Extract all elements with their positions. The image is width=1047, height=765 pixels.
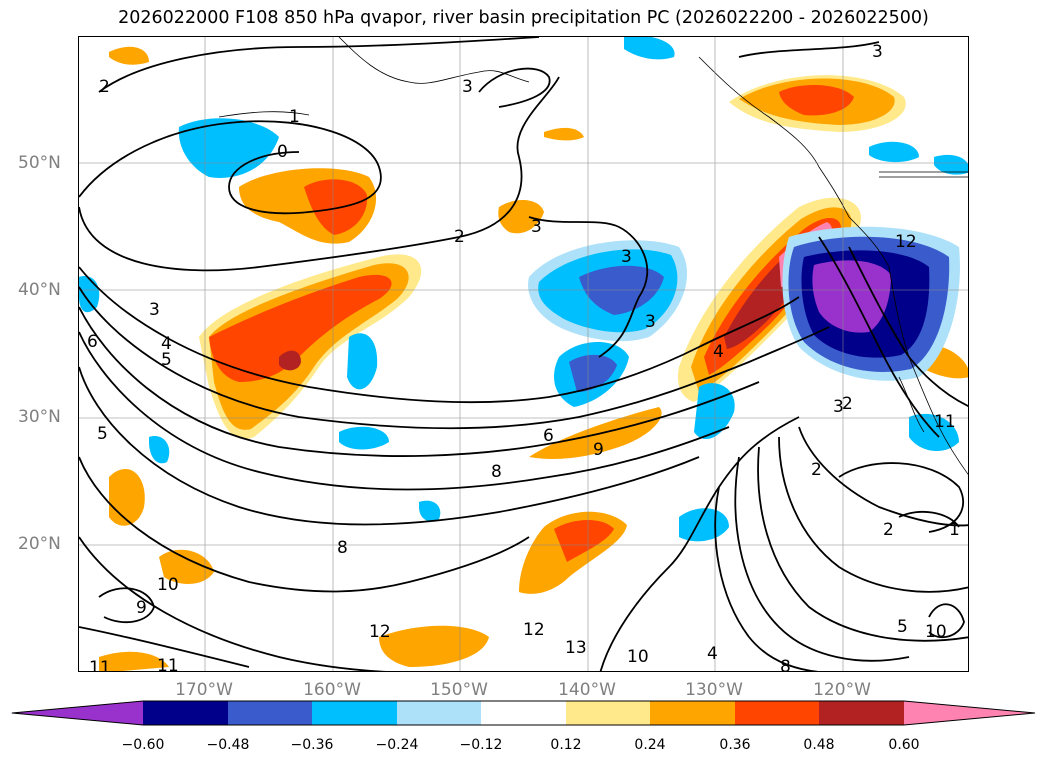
contour-label: 3 <box>833 397 844 417</box>
contour-label: 1 <box>289 107 300 127</box>
lon-tick-label: 120°W <box>813 680 871 700</box>
contour-label: 4 <box>161 334 172 354</box>
contour-label: 11 <box>89 658 111 672</box>
contour-labels: 2 3 0 1 2 3 3 3 3 4 5 6 5 6 9 8 8 9 10 1… <box>87 42 960 672</box>
contour-label: 11 <box>157 656 179 672</box>
colorbar-segment <box>904 701 1035 725</box>
colorbar-tick-label: 0.48 <box>803 737 835 753</box>
contour-label: 2 <box>99 77 110 97</box>
contour-label: 3 <box>149 300 160 320</box>
colorbar-tick-label: 0.12 <box>550 737 582 753</box>
contour-label: 8 <box>491 462 502 482</box>
contour-label: 12 <box>369 622 391 642</box>
map-title: 2026022000 F108 850 hPa qvapor, river ba… <box>118 8 929 28</box>
qvapor-contours <box>79 37 968 671</box>
contour-label: 3 <box>531 217 542 237</box>
colorbar-tick-label: −0.60 <box>121 737 165 753</box>
contour-label: 9 <box>136 598 147 618</box>
contour-label: 2 <box>842 394 853 414</box>
colorbar-segment <box>650 701 735 725</box>
map-plot: 2 3 0 1 2 3 3 3 3 4 5 6 5 6 9 8 8 9 10 1… <box>79 37 968 672</box>
colorbar-tick-label: −0.48 <box>206 737 250 753</box>
contour-label: 10 <box>925 622 947 642</box>
contour-label: 3 <box>621 247 632 267</box>
contour-label: 9 <box>593 440 604 460</box>
colorbar-tick-label: −0.12 <box>459 737 503 753</box>
colorbar-segment <box>228 701 312 725</box>
contour-label: 1 <box>949 520 960 540</box>
colorbar <box>10 700 1036 726</box>
contour-label: 11 <box>934 412 956 432</box>
contour-label: 10 <box>627 647 649 667</box>
contour-label: 6 <box>543 426 554 446</box>
contour-label: 5 <box>897 617 908 637</box>
colorbar-tick-label: 0.36 <box>719 737 751 753</box>
colorbar-segment <box>397 701 481 725</box>
contour-label: 6 <box>87 332 98 352</box>
contour-label: 2 <box>883 520 894 540</box>
contour-label: 4 <box>713 342 724 362</box>
contour-label: 3 <box>462 77 473 97</box>
colorbar-segment <box>312 701 397 725</box>
colorbar-segment <box>143 701 228 725</box>
lat-tick-label: 50°N <box>18 153 61 173</box>
colorbar-segment <box>481 701 566 725</box>
lon-tick-label: 160°W <box>303 680 361 700</box>
contour-label: 13 <box>565 638 587 658</box>
colorbar-segment <box>819 701 904 725</box>
contour-label: 2 <box>454 227 465 247</box>
lon-tick-label: 150°W <box>430 680 488 700</box>
contour-label: 12 <box>523 620 545 640</box>
contour-label: 8 <box>337 538 348 558</box>
contour-label: 8 <box>780 657 791 672</box>
colorbar-segment <box>735 701 819 725</box>
colorbar-tick-label: 0.60 <box>888 737 920 753</box>
contour-label: 12 <box>895 232 917 252</box>
contour-label: 5 <box>161 350 172 370</box>
colorbar-segment <box>10 701 143 725</box>
lon-tick-label: 170°W <box>175 680 233 700</box>
colorbar-tick-label: 0.24 <box>634 737 666 753</box>
colorbar-tick-label: −0.36 <box>290 737 334 753</box>
contour-label: 3 <box>872 42 883 62</box>
contour-label: 4 <box>707 644 718 664</box>
contour-label: 10 <box>157 575 179 595</box>
contour-label: 0 <box>277 142 288 162</box>
lon-tick-label: 130°W <box>685 680 743 700</box>
map-panel[interactable]: 2 3 0 1 2 3 3 3 3 4 5 6 5 6 9 8 8 9 10 1… <box>78 36 969 672</box>
colorbar-segment <box>566 701 650 725</box>
lat-tick-label: 20°N <box>18 534 61 554</box>
lon-tick-label: 140°W <box>558 680 616 700</box>
contour-label: 2 <box>811 460 822 480</box>
lat-tick-label: 40°N <box>18 280 61 300</box>
colorbar-tick-label: −0.24 <box>375 737 419 753</box>
contour-label: 5 <box>97 424 108 444</box>
lat-tick-label: 30°N <box>18 407 61 427</box>
contour-label: 3 <box>645 312 656 332</box>
